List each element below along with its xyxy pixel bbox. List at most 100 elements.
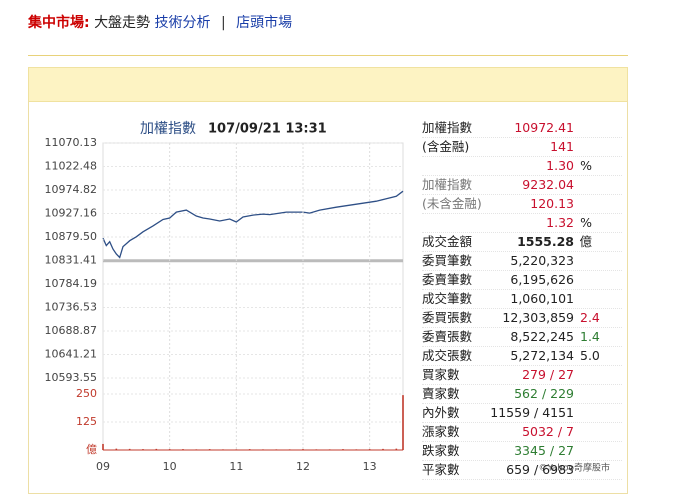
quote-label: 委賣筆數 xyxy=(422,272,473,287)
quote-row: 跌家數 3345 / 27 xyxy=(422,442,622,461)
quote-row: 成交張數 5,272,134 5.0 xyxy=(422,347,622,366)
quote-value: 562 / 229 xyxy=(514,386,574,401)
nav-link[interactable]: 技術分析 xyxy=(154,15,211,31)
x-tick-label: 12 xyxy=(296,460,310,473)
quote-row: 買家數 279 / 27 xyxy=(422,366,622,385)
y-tick-label: 11070.13 xyxy=(45,136,98,149)
quote-row: 1.32% xyxy=(422,214,622,233)
quote-value: 659 / 6983 xyxy=(506,462,574,477)
y-tick-label: 125 xyxy=(76,415,97,428)
quote-row: 委買筆數 5,220,323 xyxy=(422,252,622,271)
quote-row: 委賣張數 8,522,245 1.4 xyxy=(422,328,622,347)
quote-row: 加權指數 9232.04 xyxy=(422,176,622,195)
volume-bar xyxy=(102,443,104,450)
quote-row: 1.30% xyxy=(422,157,622,176)
quote-value: 1.32 xyxy=(546,215,574,230)
quote-ratio: 5.0 xyxy=(580,348,600,363)
quote-row: 內外數 11559 / 4151 xyxy=(422,404,622,423)
quote-label: 成交筆數 xyxy=(422,291,473,306)
quote-ratio: 2.4 xyxy=(580,310,600,325)
panel xyxy=(28,100,628,494)
quote-label: 平家數 xyxy=(422,462,460,477)
quote-ratio: 1.4 xyxy=(580,329,600,344)
quote-label: 委賣張數 xyxy=(422,329,473,344)
volume-bar xyxy=(115,448,118,450)
quote-value: 9232.04 xyxy=(522,177,574,192)
quote-unit: % xyxy=(580,158,592,173)
nav: 集中市場: 大盤走勢 技術分析 | 店頭市場 xyxy=(28,12,292,32)
banner xyxy=(28,67,628,102)
y-tick-label: 10736.53 xyxy=(45,300,98,313)
quote-value: 5,272,134 xyxy=(510,348,574,363)
y-tick-label: 10974.82 xyxy=(45,183,98,196)
quote-value: 141 xyxy=(550,139,574,154)
y-tick-label: 億 xyxy=(86,443,97,456)
volume-bar xyxy=(382,448,384,450)
y-tick-label: 10927.16 xyxy=(45,206,98,219)
y-tick-label: 10784.19 xyxy=(45,277,98,290)
y-tick-label: 11022.48 xyxy=(45,159,98,172)
quote-label: 成交張數 xyxy=(422,348,473,363)
quote-value: 1.30 xyxy=(546,158,574,173)
quote-value: 12,303,859 xyxy=(502,310,574,325)
quote-label: 內外數 xyxy=(422,405,460,420)
volume-bar xyxy=(395,448,398,450)
nav-current: 大盤走勢 xyxy=(94,15,151,31)
nav-separator: | xyxy=(220,15,226,31)
nav-label: 集中市場: xyxy=(28,15,90,31)
copyright: ©Yahoo奇摩股市 xyxy=(539,462,611,474)
quote-label: 委買筆數 xyxy=(422,253,473,268)
y-tick-label: 10879.50 xyxy=(45,230,98,243)
quote-label: (含金融) xyxy=(422,139,470,154)
quote-value: 5,220,323 xyxy=(510,253,574,268)
quote-value: 3345 / 27 xyxy=(514,443,574,458)
quote-value: 279 / 27 xyxy=(522,367,574,382)
quote-label: 漲家數 xyxy=(422,424,460,439)
quote-label: 加權指數 xyxy=(422,177,473,192)
quote-row: 委賣筆數 6,195,626 xyxy=(422,271,622,290)
quote-unit: 億 xyxy=(579,234,592,249)
divider xyxy=(28,55,628,56)
chart-subtitle: 107/09/21 13:31 xyxy=(208,122,327,137)
quote-value: 5032 / 7 xyxy=(522,424,574,439)
quote-value: 1555.28 xyxy=(517,234,574,249)
plot-frame xyxy=(102,142,404,451)
quote-row: 加權指數 10972.41 xyxy=(422,119,622,138)
x-tick-label: 10 xyxy=(163,460,177,473)
y-tick-label: 10641.21 xyxy=(45,347,98,360)
quote-value: 11559 / 4151 xyxy=(490,405,574,420)
quote-label: 賣家數 xyxy=(422,386,460,401)
quote-row: 平家數 659 / 6983 xyxy=(422,461,622,480)
y-tick-label: 250 xyxy=(76,387,97,400)
nav-link[interactable]: 店頭市場 xyxy=(236,15,293,31)
quote-label: 買家數 xyxy=(422,367,460,382)
quote-value: 1,060,101 xyxy=(510,291,574,306)
quote-row: 漲家數 5032 / 7 xyxy=(422,423,622,442)
quote-table: 加權指數 10972.41 (含金融) 141 1.30% 加權指數 9232.04 … xyxy=(422,119,622,480)
quote-label: 成交金額 xyxy=(422,234,473,249)
volume-bar xyxy=(402,395,404,450)
quote-value: 120.13 xyxy=(530,196,574,211)
quote-row: (含金融) 141 xyxy=(422,138,622,157)
y-tick-label: 10593.55 xyxy=(45,371,98,384)
quote-row: 委買張數 12,303,859 2.4 xyxy=(422,309,622,328)
quote-value: 10972.41 xyxy=(514,120,574,135)
quote-row: 賣家數 562 / 229 xyxy=(422,385,622,404)
volume-bar xyxy=(128,448,131,450)
quote-label: 加權指數 xyxy=(422,120,473,135)
quote-row: 成交筆數 1,060,101 xyxy=(422,290,622,309)
quote-value: 6,195,626 xyxy=(510,272,574,287)
quote-row: 成交金額 1555.28 億 xyxy=(422,233,622,252)
y-tick-label: 10688.87 xyxy=(45,324,98,337)
index-line xyxy=(102,190,404,259)
x-tick-label: 09 xyxy=(96,460,110,473)
quote-label: (未含金融) xyxy=(422,196,482,211)
x-tick-label: 13 xyxy=(363,460,377,473)
quote-label: 跌家數 xyxy=(422,443,460,458)
y-tick-label: 10831.41 xyxy=(45,254,98,267)
chart-title: 加權指數 xyxy=(140,121,196,137)
volume-bar xyxy=(155,448,158,450)
quote-label: 委買張數 xyxy=(422,310,473,325)
